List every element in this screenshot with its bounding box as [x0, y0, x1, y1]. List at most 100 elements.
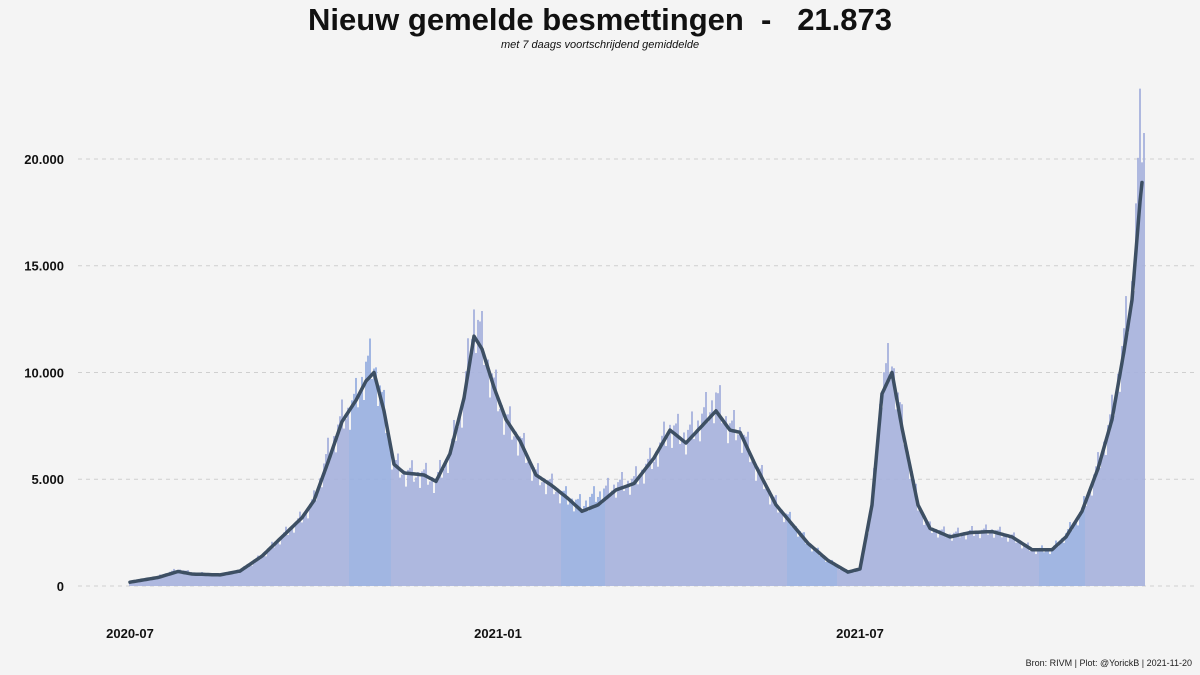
daily-bar: [969, 529, 971, 586]
daily-bar: [557, 488, 559, 586]
daily-bar: [561, 490, 563, 586]
daily-bar: [993, 537, 995, 586]
daily-bar: [1033, 548, 1035, 586]
daily-bar: [981, 529, 983, 586]
daily-bar: [985, 524, 987, 586]
daily-bar: [193, 572, 195, 586]
daily-bar: [335, 452, 337, 586]
daily-bar: [853, 572, 855, 586]
daily-bar: [383, 389, 385, 586]
daily-bar: [1081, 507, 1083, 586]
daily-bar: [361, 376, 363, 586]
daily-bar: [785, 513, 787, 586]
daily-bar: [863, 548, 865, 586]
daily-bar: [619, 479, 621, 586]
daily-bar: [301, 522, 303, 586]
daily-bar: [521, 438, 523, 586]
daily-bar: [671, 447, 673, 586]
daily-bar: [1079, 512, 1081, 586]
daily-bar: [1065, 533, 1067, 586]
daily-bar: [789, 511, 791, 586]
daily-bar: [987, 534, 989, 586]
daily-bar: [955, 531, 957, 586]
daily-bar: [151, 577, 153, 586]
daily-bar: [303, 516, 305, 586]
daily-bar: [459, 410, 461, 586]
daily-bar: [199, 572, 201, 586]
daily-bar: [927, 521, 929, 586]
daily-bar: [457, 426, 459, 586]
daily-bar: [215, 573, 217, 586]
daily-bar: [581, 510, 583, 586]
daily-bar: [889, 379, 891, 586]
daily-bar: [377, 406, 379, 586]
daily-bar: [725, 416, 727, 586]
daily-bar: [667, 436, 669, 586]
daily-bar: [727, 443, 729, 586]
daily-bar: [393, 460, 395, 586]
daily-bar: [497, 411, 499, 586]
daily-bar: [189, 573, 191, 586]
daily-bar: [767, 487, 769, 586]
daily-bar: [391, 469, 393, 586]
daily-bar: [971, 526, 973, 586]
daily-case-bars: [129, 88, 1145, 587]
daily-bar: [253, 560, 255, 586]
daily-bar: [603, 488, 605, 586]
daily-bar: [935, 529, 937, 586]
daily-bar: [1011, 534, 1013, 586]
daily-bar: [799, 531, 801, 586]
daily-bar: [869, 513, 871, 586]
daily-bar: [983, 528, 985, 586]
daily-bar: [555, 491, 557, 586]
daily-bar: [413, 481, 415, 586]
daily-bar: [719, 385, 721, 586]
daily-bar: [503, 434, 505, 586]
daily-bar: [325, 454, 327, 586]
source-caption: Bron: RIVM | Plot: @YorickB | 2021-11-20: [1025, 658, 1192, 668]
daily-bar: [587, 511, 589, 586]
daily-bar: [921, 511, 923, 586]
daily-bar: [533, 467, 535, 586]
daily-bar: [1095, 466, 1097, 586]
daily-bar: [1063, 542, 1065, 586]
daily-bar: [293, 532, 295, 586]
chart-title: Nieuw gemelde besmettingen - 21.873: [307, 2, 893, 37]
daily-bar: [1073, 524, 1075, 586]
daily-bar: [861, 560, 863, 586]
daily-bar: [665, 446, 667, 586]
daily-bar: [171, 570, 173, 586]
daily-bar: [269, 546, 271, 586]
daily-bar: [809, 544, 811, 586]
daily-bar: [855, 569, 857, 586]
daily-bar: [881, 407, 883, 586]
daily-bar: [1035, 554, 1037, 586]
daily-bar: [997, 529, 999, 586]
daily-bar: [883, 372, 885, 586]
daily-bar: [549, 479, 551, 586]
daily-bar: [679, 444, 681, 586]
daily-bar: [255, 558, 257, 586]
daily-bar: [689, 424, 691, 586]
daily-bar: [641, 469, 643, 586]
daily-bar: [953, 532, 955, 586]
daily-bar: [925, 518, 927, 586]
daily-bar: [695, 430, 697, 586]
daily-bar: [577, 498, 579, 586]
y-tick-label: 0: [57, 579, 64, 594]
daily-bar: [551, 473, 553, 586]
daily-bar: [831, 559, 833, 586]
daily-bar: [709, 412, 711, 586]
daily-bar: [1091, 495, 1093, 586]
daily-bar: [827, 559, 829, 586]
daily-bar: [597, 496, 599, 586]
daily-bar: [247, 566, 249, 586]
daily-bar: [451, 438, 453, 586]
daily-bar: [775, 495, 777, 586]
daily-bar: [599, 491, 601, 586]
daily-bar: [1109, 414, 1111, 586]
daily-bar: [233, 572, 235, 586]
daily-bar: [909, 478, 911, 586]
daily-bar: [839, 569, 841, 586]
daily-bar: [1061, 538, 1063, 586]
